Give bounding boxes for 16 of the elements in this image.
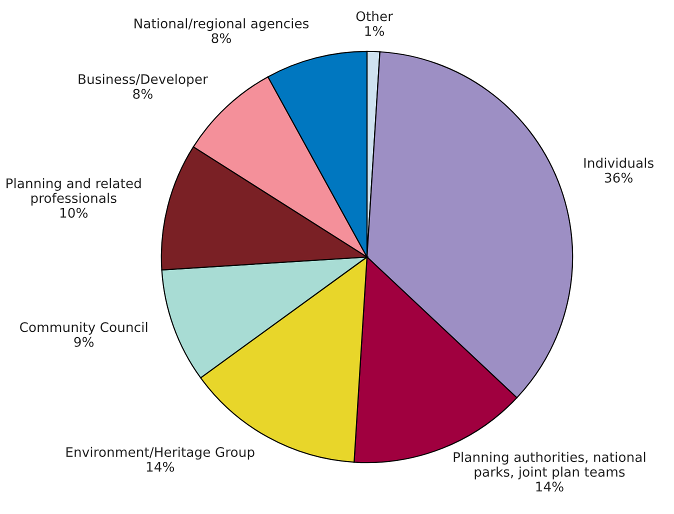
data-label: 9% xyxy=(74,336,94,347)
slice-label: Planning authorities, national parks, joint plan teams xyxy=(454,452,646,480)
slice-label: Community Council xyxy=(20,322,148,335)
slice-label: Other xyxy=(356,11,394,22)
slice-label: Environment/Heritage Group xyxy=(66,446,254,460)
slice-label: National/regional agencies xyxy=(134,18,309,31)
data-label: 36% xyxy=(604,172,633,183)
data-label: 8% xyxy=(212,33,231,44)
data-label: 14% xyxy=(146,462,174,472)
data-label: 14% xyxy=(536,482,564,492)
slice-label: Planning and related professionals xyxy=(6,178,141,206)
slice-label: Individuals xyxy=(584,158,654,168)
slice-label: Business/Developer xyxy=(78,74,208,87)
data-label: 1% xyxy=(365,26,384,36)
data-label: 8% xyxy=(133,88,152,99)
data-label: 10% xyxy=(60,208,88,218)
